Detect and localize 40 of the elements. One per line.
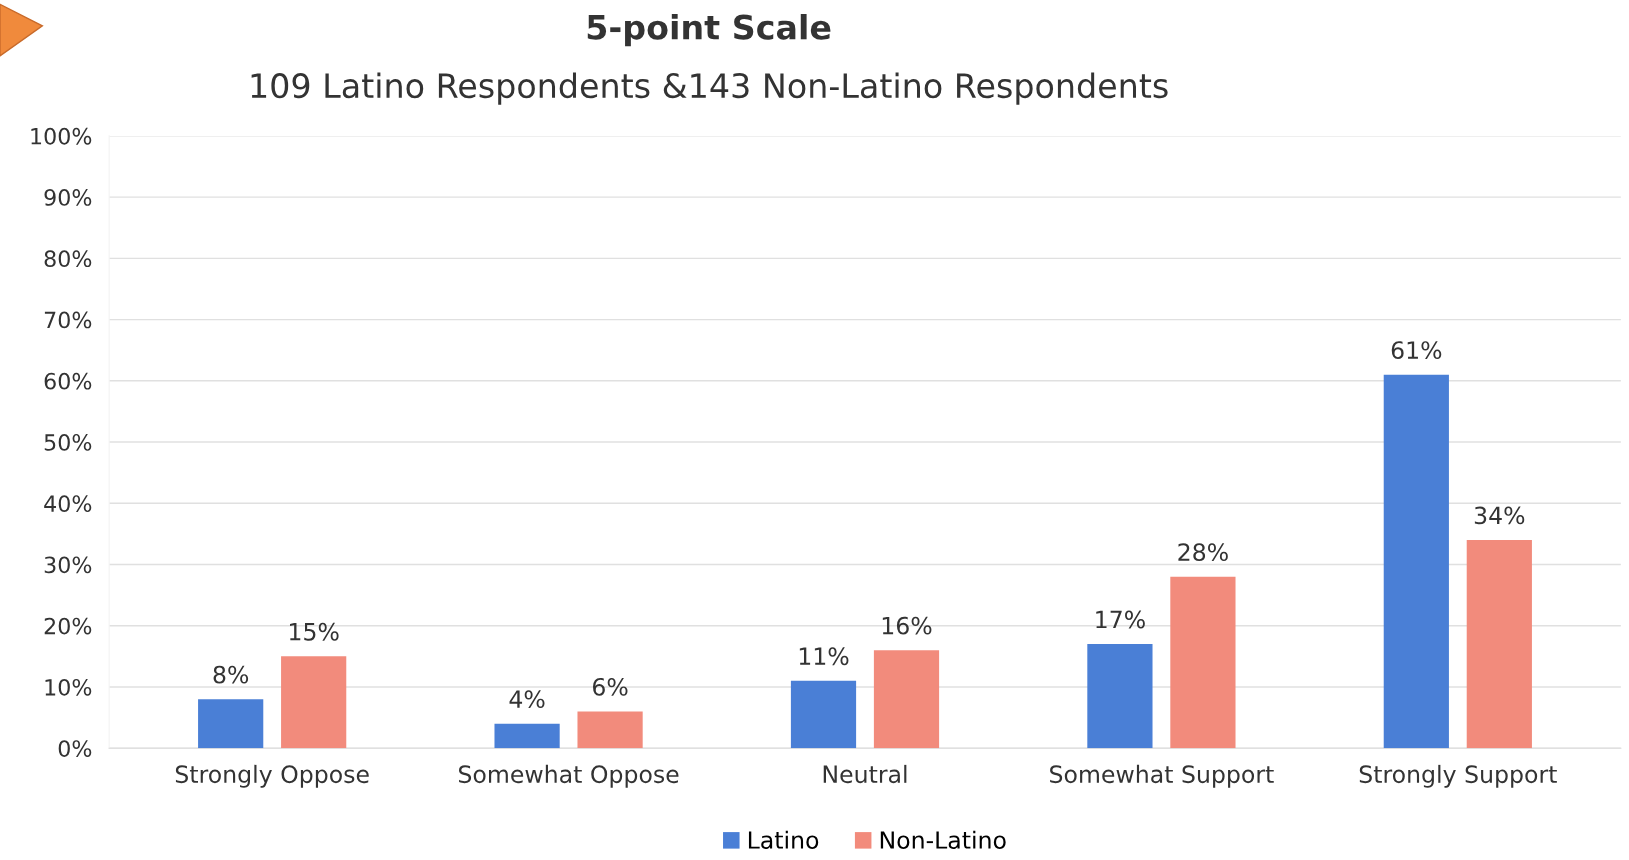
bar	[1170, 576, 1236, 749]
bar	[494, 723, 560, 749]
legend-label: Non-Latino	[880, 830, 1006, 849]
chart-subtitle: 109 Latino Respondents &143 Non-Latino Respondents	[251, 72, 1168, 105]
bar	[1383, 374, 1449, 749]
bar	[873, 650, 940, 749]
x-tick-label: Neutral	[823, 764, 907, 784]
data-label: 61%	[1391, 341, 1442, 359]
y-tick-label: 60%	[44, 372, 92, 390]
bar	[281, 656, 347, 749]
data-label: 4%	[509, 690, 545, 709]
chart-title: 5-point Scale	[587, 13, 831, 47]
bar	[198, 699, 264, 749]
bar	[1466, 540, 1532, 749]
x-tick-label: Somewhat Support	[1050, 764, 1274, 788]
x-tick-label: Somewhat Oppose	[458, 764, 679, 788]
y-tick-label: 10%	[45, 678, 92, 696]
x-tick-label: Strongly Support	[1359, 764, 1557, 788]
y-tick-label: 90%	[44, 189, 92, 206]
data-label: 15%	[290, 622, 339, 641]
data-label: 28%	[1178, 543, 1228, 562]
data-label: 34%	[1474, 506, 1525, 525]
bar	[1087, 644, 1153, 749]
x-tick-label: Strongly Oppose	[175, 764, 369, 788]
y-tick-label: 20%	[44, 617, 92, 635]
data-label: 11%	[799, 647, 849, 666]
legend-label: Latino	[748, 830, 819, 849]
y-tick-label: 30%	[44, 556, 92, 574]
data-label: 16%	[882, 616, 932, 635]
data-label: 17%	[1096, 610, 1145, 629]
y-tick-label: 40%	[44, 495, 92, 513]
y-tick-label: 100%	[31, 127, 92, 145]
y-tick-label: 0%	[58, 740, 92, 757]
y-tick-label: 70%	[44, 311, 92, 329]
y-tick-label: 80%	[44, 250, 92, 268]
bar	[577, 711, 643, 749]
data-label: 6%	[593, 677, 628, 696]
y-tick-label: 50%	[44, 433, 92, 451]
bar	[790, 680, 857, 749]
data-label: 8%	[213, 665, 249, 684]
